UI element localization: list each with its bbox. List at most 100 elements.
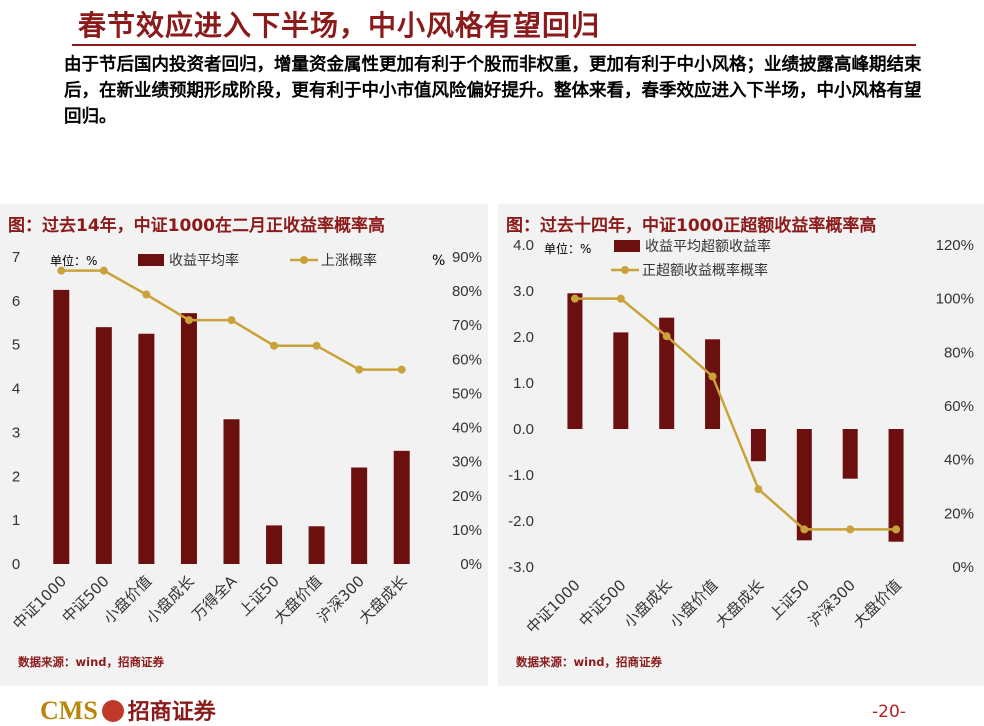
y2-tick-label: 20% [452, 488, 482, 505]
chart-title: 图：过去十四年，中证1000正超额收益率概率高 [506, 216, 877, 236]
line-point [99, 266, 108, 275]
y2-tick-label: 90% [452, 249, 482, 266]
y-tick-label: 4.0 [513, 237, 534, 254]
bar [613, 332, 629, 429]
chart-title: 图：过去14年，中证1000在二月正收益率概率高 [8, 216, 385, 236]
line-point [846, 525, 855, 534]
y-tick-label: 2 [12, 468, 20, 485]
y2-tick-label: 30% [452, 454, 482, 471]
y-tick-label: -2.0 [508, 513, 534, 530]
y2-tick-label: 20% [944, 505, 974, 522]
line-point [142, 290, 151, 299]
body-text: 由于节后国内投资者回归，增量资金属性更加有利于个股而非权重，更加有利于中小风格；… [64, 55, 922, 127]
bar [138, 333, 155, 564]
y2-tick-label: 80% [944, 344, 974, 361]
y-tick-label: -1.0 [508, 467, 534, 484]
bar [223, 419, 240, 564]
bar [53, 289, 70, 564]
line-point [57, 266, 66, 275]
line-point [800, 525, 809, 534]
y-tick-label: 1.0 [513, 375, 534, 392]
y2-tick-label: 60% [944, 398, 974, 415]
y-tick-label: 1 [12, 512, 20, 529]
y-tick-label: 3 [12, 424, 20, 441]
y2-tick-label: 80% [452, 283, 482, 300]
x-tick-label: 小盘价值 [666, 576, 721, 631]
y-tick-label: 0.0 [513, 421, 534, 438]
x-tick-label: 沪深300 [805, 576, 859, 630]
y-tick-label: -3.0 [508, 559, 534, 576]
y-tick-label: 6 [12, 293, 20, 310]
y2-tick-label: 120% [936, 237, 974, 254]
line-point [616, 294, 625, 303]
line-point [397, 365, 406, 374]
line-point [662, 332, 671, 341]
bar [888, 429, 904, 542]
right-unit-label: % [432, 253, 445, 269]
y-tick-label: 2.0 [513, 329, 534, 346]
y2-tick-label: 10% [452, 522, 482, 539]
bar [842, 429, 858, 479]
line-point [355, 365, 364, 374]
bar [705, 339, 721, 429]
y-tick-label: 7 [12, 249, 20, 266]
y2-tick-label: 40% [944, 452, 974, 469]
legend-bar-swatch [138, 254, 164, 266]
y2-tick-label: 60% [452, 351, 482, 368]
x-tick-label: 大盘价值 [850, 576, 905, 631]
company-logo: CMS 招商证券 [40, 694, 216, 726]
y2-tick-label: 100% [936, 291, 974, 308]
x-tick-label: 中证1000 [523, 576, 584, 637]
bar [567, 293, 583, 429]
legend-label: 收益平均率 [169, 252, 239, 269]
line-point [708, 372, 717, 381]
legend-bar-swatch [614, 240, 640, 252]
bar [95, 327, 112, 564]
y-tick-label: 5 [12, 337, 20, 354]
chart-panel-left: 图：过去14年，中证1000在二月正收益率概率高 0 1 2 3 4 5 6 7 0% 10% 20… [0, 204, 488, 686]
page-number: -20- [872, 702, 906, 722]
logo-cn-text: 招商证券 [127, 700, 216, 725]
x-tick-label: 大盘成长 [712, 576, 767, 631]
line-point [270, 341, 279, 350]
line-point [227, 316, 236, 325]
source-note-right: 数据来源：wind，招商证券 [516, 655, 662, 669]
y-tick-label: 4 [12, 381, 20, 398]
bar [796, 429, 812, 541]
line-point [312, 341, 321, 350]
series-line [574, 297, 897, 531]
y2-tick-label: 0% [460, 556, 482, 573]
title-rule [72, 44, 916, 46]
unit-label: 单位：% [544, 241, 591, 256]
bar [180, 313, 197, 564]
x-tick-label: 中证500 [575, 576, 629, 630]
x-tick-label: 大盘价值 [270, 572, 325, 627]
unit-label: 单位：% [50, 253, 97, 268]
line-point [892, 525, 901, 534]
legend-label: 正超额收益概率概率 [642, 262, 768, 279]
line-point [570, 294, 579, 303]
bar [351, 467, 368, 564]
y-tick-label: 0 [12, 556, 20, 573]
x-tick-label: 小盘成长 [143, 572, 198, 627]
x-tick-label: 中证1000 [9, 572, 70, 633]
x-tick-label: 大盘成长 [355, 572, 410, 627]
legend-label: 上涨概率 [321, 252, 377, 269]
x-tick-label: 小盘成长 [620, 576, 675, 631]
source-note-left: 数据来源：wind，招商证券 [18, 655, 164, 669]
y2-tick-label: 0% [952, 559, 974, 576]
y-tick-label: 3.0 [513, 283, 534, 300]
legend-line-marker [621, 266, 629, 274]
page-title: 春节效应进入下半场，中小风格有望回归 [78, 9, 601, 42]
bar [266, 525, 283, 564]
legend-line-marker [300, 256, 308, 264]
bar [308, 526, 325, 564]
chart-panel-right: 图：过去十四年，中证1000正超额收益率概率高 -3.0 -2.0 -1.0 0.0 1… [498, 204, 984, 686]
x-tick-label: 万得全A [189, 572, 241, 624]
chart-right: -3.0 -2.0 -1.0 0.0 1.0 2.0 3.0 4.0 0% 20% 40% 60% 80… [508, 237, 974, 637]
chart-left: 012345670%10%20%30%40%50%60%70%80%90%中证1… [9, 249, 482, 633]
y2-tick-label: 40% [452, 420, 482, 437]
line-point [754, 485, 763, 494]
y2-tick-label: 50% [452, 385, 482, 402]
logo-text: CMS [40, 696, 98, 725]
